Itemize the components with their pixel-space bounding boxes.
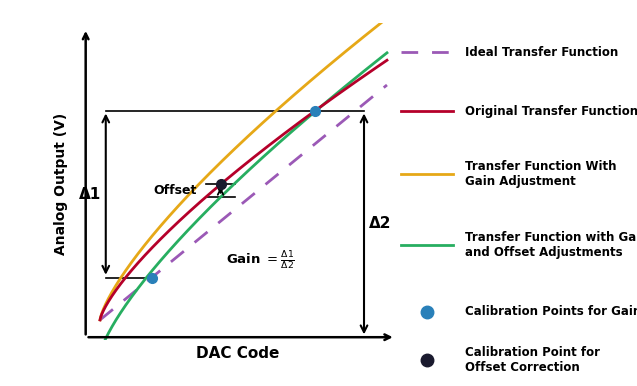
Text: Calibration Point for
Offset Correction: Calibration Point for Offset Correction: [465, 346, 600, 374]
Text: Gain $= \frac{\Delta1}{\Delta2}$: Gain $= \frac{\Delta1}{\Delta2}$: [226, 249, 295, 272]
Text: Calibration Points for Gain Correction: Calibration Points for Gain Correction: [465, 305, 637, 318]
Text: Δ1: Δ1: [79, 186, 101, 201]
Text: Transfer Function with Gain and
and Offset Adjustments: Transfer Function with Gain and and Offs…: [465, 231, 637, 259]
Text: Offset: Offset: [153, 185, 196, 198]
Text: Original Transfer Function: Original Transfer Function: [465, 105, 637, 118]
Text: Δ2: Δ2: [369, 217, 392, 232]
Text: Analog Output (V): Analog Output (V): [54, 113, 68, 255]
Text: DAC Code: DAC Code: [196, 346, 280, 361]
Text: Transfer Function With
Gain Adjustment: Transfer Function With Gain Adjustment: [465, 161, 617, 188]
Text: Ideal Transfer Function: Ideal Transfer Function: [465, 46, 618, 59]
